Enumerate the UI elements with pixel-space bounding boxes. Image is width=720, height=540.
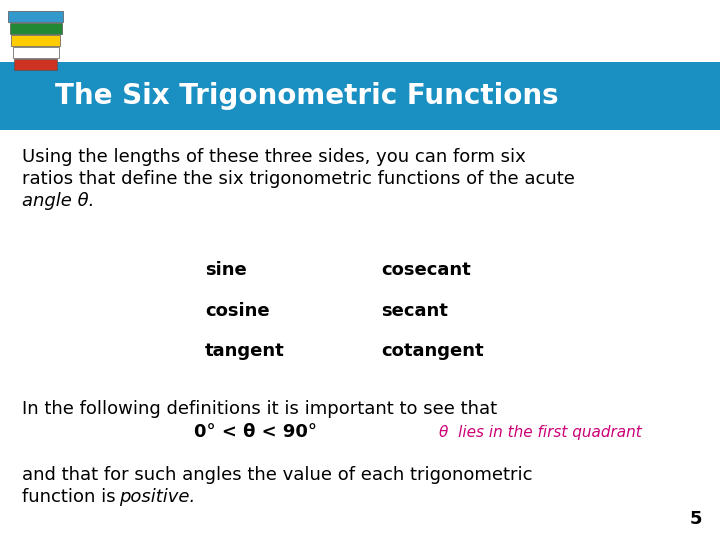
Text: and that for such angles the value of each trigonometric: and that for such angles the value of ea… [22,466,533,484]
Text: cosine: cosine [205,301,270,320]
Bar [0,62,720,130]
Text: tangent: tangent [205,342,285,360]
Text: θ  lies in the first quadrant: θ lies in the first quadrant [439,424,642,440]
Text: cotangent: cotangent [382,342,485,360]
Text: In the following definitions it is important to see that: In the following definitions it is impor… [22,400,497,418]
Text: 5: 5 [690,510,702,528]
Text: secant: secant [382,301,449,320]
Text: cosecant: cosecant [382,261,472,279]
Text: 0° < θ < 90°: 0° < θ < 90° [194,423,318,441]
Bar [8,11,63,22]
Bar [12,47,58,58]
Bar [11,35,60,46]
Bar [9,23,61,34]
Text: angle θ.: angle θ. [22,192,94,210]
Text: positive.: positive. [119,488,195,506]
Text: sine: sine [205,261,247,279]
Bar [14,59,57,70]
Text: function is: function is [22,488,122,506]
Text: The Six Trigonometric Functions: The Six Trigonometric Functions [55,82,559,110]
Text: Using the lengths of these three sides, you can form six: Using the lengths of these three sides, … [22,148,526,166]
Text: ratios that define the six trigonometric functions of the acute: ratios that define the six trigonometric… [22,170,575,188]
